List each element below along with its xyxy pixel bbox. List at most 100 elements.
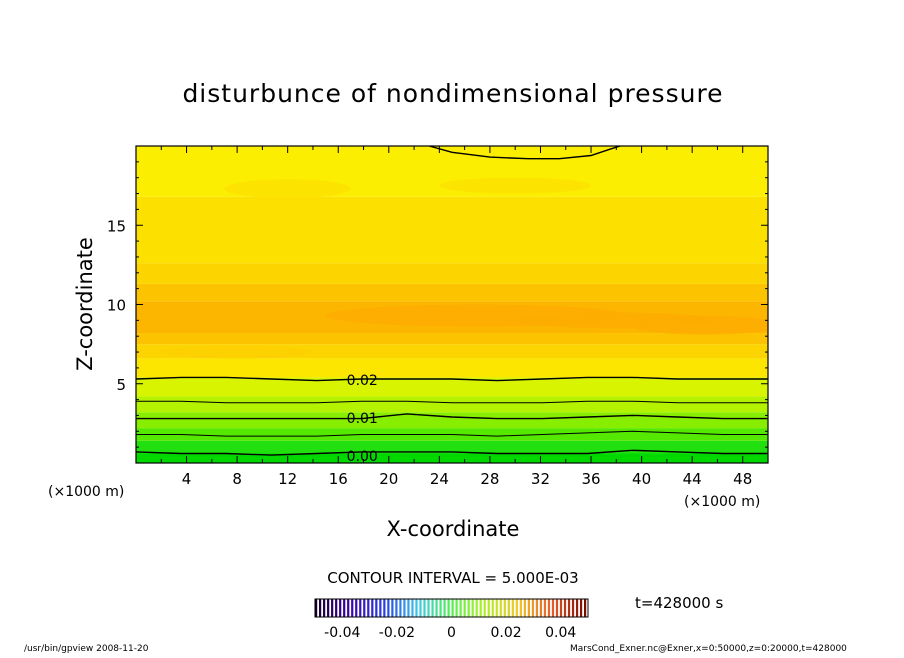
colorbar-stripe (359, 599, 362, 617)
x-tick-label: 44 (683, 470, 702, 488)
footer-right: MarsCond_Exner.nc@Exner,x=0:50000,z=0:20… (570, 644, 847, 654)
contour-line-top (429, 146, 621, 160)
y-tick-labels: 5 10 15 (107, 217, 126, 394)
colorbar-tick-label: 0.04 (545, 625, 576, 641)
colorbar-stripe (571, 599, 575, 617)
colorbar-stripe (487, 599, 490, 617)
colorbar-stripe (499, 599, 502, 617)
colorbar-stripe (575, 599, 579, 617)
colorbar-stripe (371, 599, 374, 617)
colorbar-stripe (455, 599, 458, 617)
colorbar-stripe (327, 599, 330, 617)
colorbar-stripe (523, 599, 526, 617)
colorbar-tick-label: 0.02 (491, 625, 522, 641)
colorbar-stripe (351, 599, 354, 617)
field-band (136, 377, 768, 397)
colorbar-stripe (375, 599, 378, 617)
contour-label: 0.02 (347, 373, 378, 389)
field-band (136, 453, 768, 463)
colorbar-stripe (535, 599, 539, 617)
y-tick-label: 15 (107, 217, 126, 235)
colorbar-tick-label: -0.02 (379, 625, 415, 641)
field-patch (439, 177, 592, 194)
colorbar-stripe (451, 599, 454, 617)
colorbar-stripe (335, 599, 338, 617)
field-patch (628, 315, 768, 335)
colorbar-stripe (443, 599, 446, 617)
colorbar-tick-label: -0.04 (324, 625, 360, 641)
colorbar-stripe (503, 599, 506, 617)
colorbar-stripe (367, 599, 370, 617)
x-tick-label: 32 (531, 470, 550, 488)
colorbar-stripe (467, 599, 470, 617)
colorbar-stripe (363, 599, 366, 617)
colorbar-tick-label: 0 (447, 625, 456, 641)
colorbar-stripe (319, 599, 322, 617)
contour-label: 0.01 (347, 411, 378, 427)
pressure-field (136, 146, 768, 463)
contour-interval-label: CONTOUR INTERVAL = 5.000E-03 (327, 569, 578, 587)
field-band (136, 440, 768, 454)
colorbar-stripe (555, 599, 559, 617)
x-tick-labels: 4 8 12 16 20 24 28 32 36 40 44 48 (182, 470, 752, 488)
colorbar-stripe (483, 599, 486, 617)
colorbar-stripe (563, 599, 567, 617)
colorbar-stripe (435, 599, 438, 617)
colorbar-stripe (407, 599, 410, 617)
contour-line (136, 376, 768, 382)
colorbar-stripe (399, 599, 402, 617)
x-tick-label: 16 (329, 470, 348, 488)
colorbar-stripe (543, 599, 547, 617)
contour-labels: 0.02 0.01 0.00 (347, 373, 378, 465)
colorbar-stripe (511, 599, 514, 617)
colorbar-stripe (403, 599, 406, 617)
colorbar-stripe (343, 599, 346, 617)
colorbar-stripe (491, 599, 494, 617)
colorbar-stripe (539, 599, 543, 617)
field-band (136, 283, 768, 302)
colorbar-stripe (323, 599, 326, 617)
colorbar-stripe (395, 599, 398, 617)
colorbar-stripe (411, 599, 414, 617)
x-tick-label: 40 (632, 470, 651, 488)
colorbar-stripe (463, 599, 466, 617)
colorbar-stripe (419, 599, 422, 617)
colorbar-stripe (519, 599, 522, 617)
colorbar (315, 599, 587, 617)
field-band (136, 196, 768, 264)
colorbar-stripe (459, 599, 462, 617)
field-band (136, 333, 768, 345)
colorbar-stripe (551, 599, 555, 617)
contour-line (136, 400, 768, 404)
footer-left: /usr/bin/gpview 2008-11-20 (24, 644, 149, 654)
colorbar-stripe (527, 599, 530, 617)
field-band (136, 412, 768, 429)
colorbar-stripe (515, 599, 518, 617)
y-axis-label: Z-coordinate (73, 237, 97, 371)
colorbar-stripe (415, 599, 418, 617)
colorbar-stripe (427, 599, 430, 617)
field-patch (224, 179, 351, 199)
colorbar-stripe (579, 599, 583, 617)
colorbar-stripe (567, 599, 571, 617)
colorbar-stripe (383, 599, 386, 617)
colorbar-stripe (347, 599, 350, 617)
contour-lines (136, 146, 768, 456)
colorbar-stripe (379, 599, 382, 617)
x-tick-label: 24 (430, 470, 449, 488)
colorbar-stripe (559, 599, 563, 617)
colorbar-stripe (531, 599, 534, 617)
axis-ticks (136, 146, 768, 463)
field-patch (161, 345, 313, 359)
colorbar-stripe (423, 599, 426, 617)
x-unit-right: (×1000 m) (684, 494, 760, 510)
field-texture (161, 177, 768, 359)
colorbar-stripe (355, 599, 358, 617)
field-band (136, 358, 768, 378)
time-label: t=428000 s (635, 594, 723, 612)
colorbar-stripe (495, 599, 498, 617)
colorbar-stripe (547, 599, 551, 617)
chart-title: disturbunce of nondimensional pressure (182, 79, 723, 108)
field-band (136, 396, 768, 413)
